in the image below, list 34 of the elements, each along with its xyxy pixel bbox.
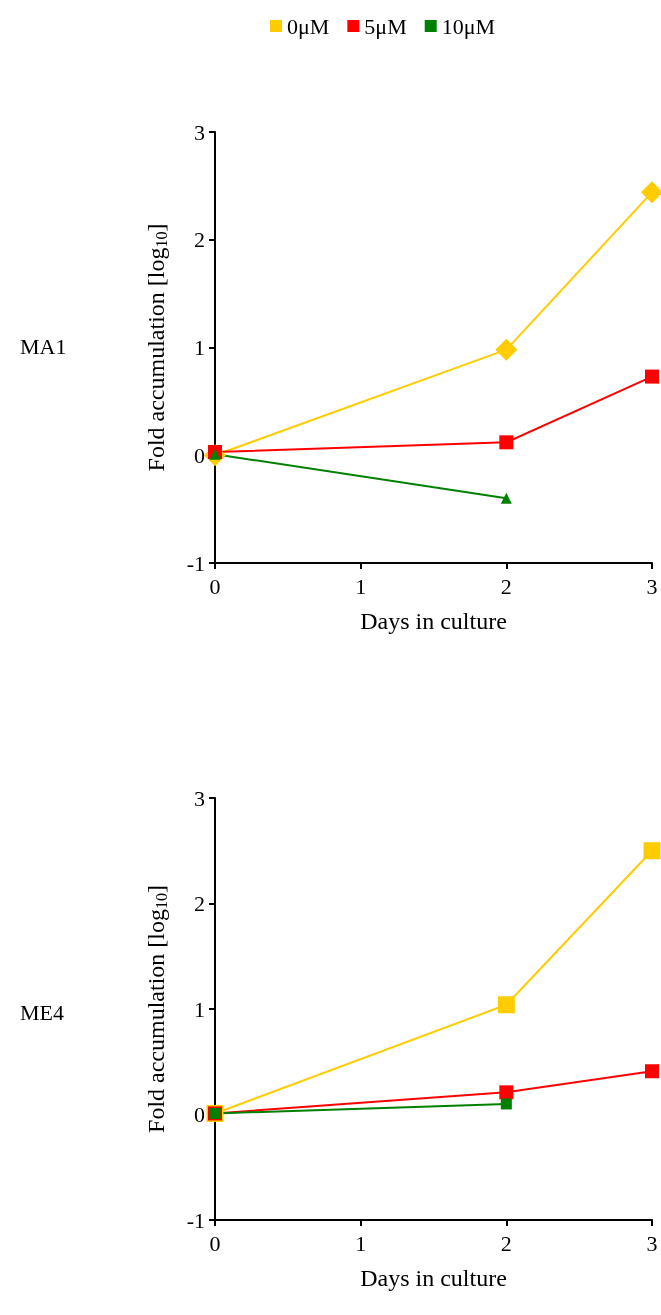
legend-label: 5μM xyxy=(364,13,407,39)
point xyxy=(500,1098,512,1110)
point xyxy=(499,1085,514,1100)
legend-label: 0μM xyxy=(287,13,330,39)
y-tick-label: 3 xyxy=(194,785,205,811)
text: ME4 xyxy=(20,999,64,1025)
y-tick-label: 0 xyxy=(194,1102,205,1127)
y-axis-title: Fold accumulation [log10] xyxy=(143,223,170,472)
y-tick-label: 2 xyxy=(194,227,205,253)
y-tick-label: 3 xyxy=(194,119,205,145)
text: MA1 xyxy=(20,333,67,359)
x-tick-label: 3 xyxy=(646,1230,658,1256)
point xyxy=(643,842,661,860)
point xyxy=(645,369,659,384)
point xyxy=(495,338,518,361)
y-tick-label: 1 xyxy=(194,335,205,360)
y-tick-label: 0 xyxy=(194,442,205,468)
x-tick-label: 2 xyxy=(500,573,512,599)
y-tick-label: -1 xyxy=(186,550,205,576)
y-tick-label: 2 xyxy=(194,891,205,916)
point xyxy=(645,1064,659,1079)
x-tick-label: 1 xyxy=(355,1230,367,1256)
point xyxy=(499,435,514,450)
x-tick-label: 3 xyxy=(646,573,658,599)
point xyxy=(497,996,515,1014)
x-axis-title: Days in culture xyxy=(360,608,507,634)
x-tick-label: 1 xyxy=(355,573,367,599)
y-tick-label: -1 xyxy=(186,1207,205,1233)
y-tick-label: 1 xyxy=(194,996,205,1022)
point xyxy=(641,181,661,204)
x-tick-label: 2 xyxy=(500,1230,512,1256)
x-axis-title: Days in culture xyxy=(360,1265,507,1291)
legend-label: 10μM xyxy=(441,13,496,39)
y-axis-title: Fold accumulation [log10] xyxy=(143,885,170,1133)
